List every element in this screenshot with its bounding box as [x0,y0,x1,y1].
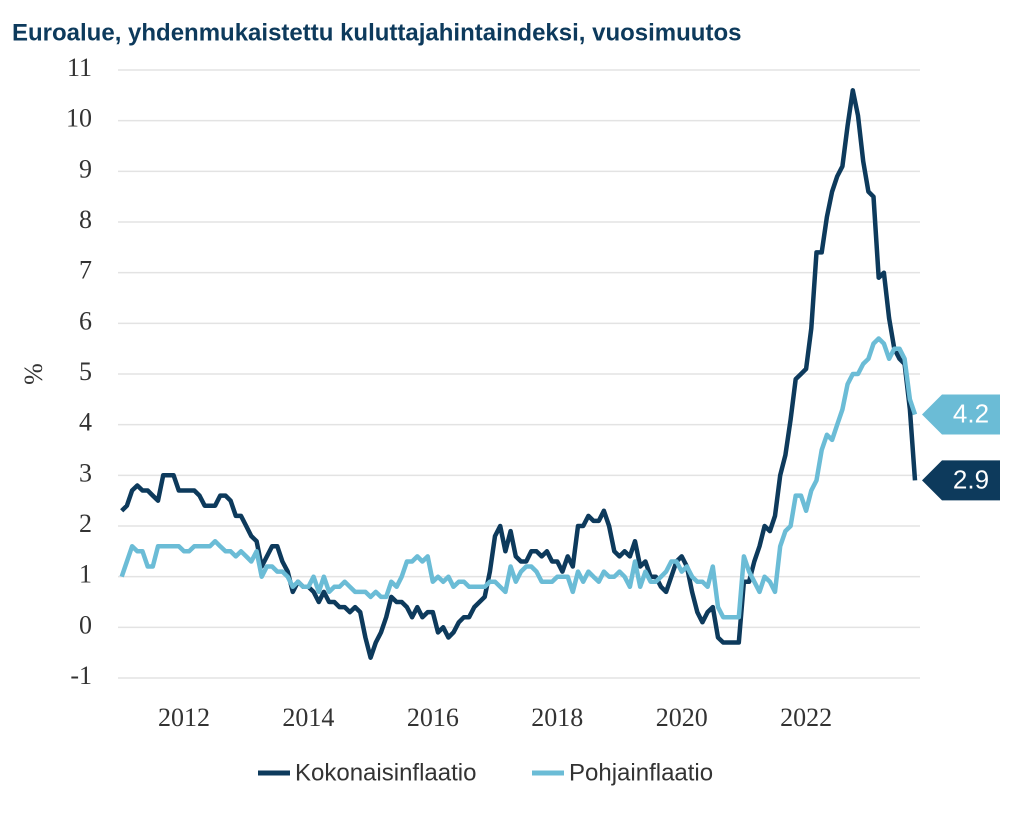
y-tick-label: 2 [79,509,92,538]
y-tick-label: 5 [79,357,92,386]
end-label: 2.9 [953,464,989,494]
y-tick-label: 11 [67,53,92,82]
y-tick-label: 9 [79,154,92,183]
y-tick-label: 3 [79,458,92,487]
end-label-box [922,394,1000,435]
x-tick-label: 2016 [407,703,459,732]
x-tick-label: 2014 [282,703,334,732]
y-tick-label: 8 [79,205,92,234]
chart-title: Euroalue, yhdenmukaistettu kuluttajahint… [12,19,741,46]
y-tick-label: 4 [79,408,92,437]
legend-label: Kokonaisinflaatio [295,759,476,786]
x-tick-label: 2022 [780,703,832,732]
y-tick-label: 10 [66,104,92,133]
y-tick-label: 6 [79,306,92,335]
y-tick-label: -1 [70,661,92,690]
x-tick-label: 2018 [531,703,583,732]
line-series [119,336,918,620]
x-tick-label: 2020 [656,703,708,732]
legend-label: Pohjainflaatio [569,759,713,786]
end-label: 4.2 [953,398,989,428]
y-tick-label: 0 [79,610,92,639]
y-axis-label: % [19,363,48,385]
end-label-box [922,460,1000,501]
line-series [120,88,918,660]
y-tick-label: 1 [79,560,92,589]
y-tick-label: 7 [79,256,92,285]
x-tick-label: 2012 [158,703,210,732]
